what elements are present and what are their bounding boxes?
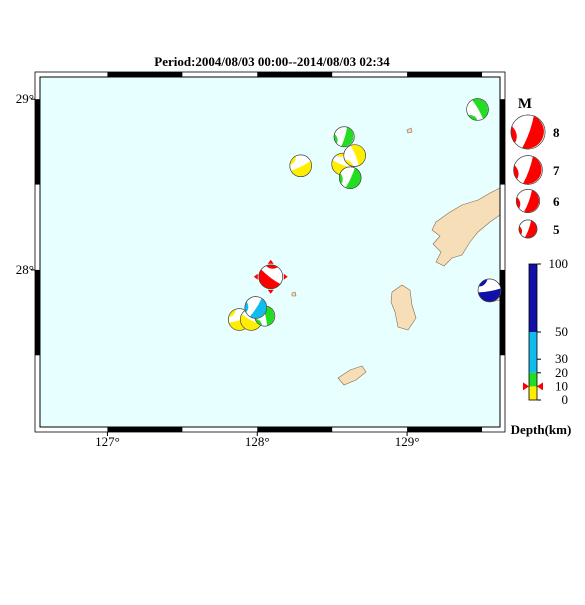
- beachball-quadrant: [258, 264, 281, 289]
- beachball-outline: [338, 166, 362, 189]
- beachball-outline: [513, 155, 543, 185]
- legend-label: 8: [553, 125, 560, 140]
- mainshock-marker: [267, 289, 274, 294]
- earthquake: [289, 154, 312, 177]
- legend-ball: [513, 155, 543, 185]
- legend-label: 6: [553, 194, 560, 209]
- land: [291, 127, 501, 386]
- legend-label: 5: [553, 222, 560, 237]
- beachball-quadrant: [518, 220, 537, 238]
- depth-marker: [523, 382, 529, 391]
- beachball-quadrant: [254, 306, 275, 326]
- beachball-outline: [258, 264, 284, 290]
- depth-marker: [537, 382, 543, 391]
- mainshock-marker: [267, 259, 274, 264]
- depth-tick-label: 100: [549, 256, 569, 271]
- frame-band: [257, 72, 333, 77]
- legend-ball: [510, 114, 546, 150]
- legend: 8 7 6 5: [510, 114, 560, 239]
- beachball-quadrant: [510, 116, 544, 149]
- frame-band: [257, 427, 333, 432]
- depth-band: [529, 264, 537, 332]
- depth-tick-label: 50: [555, 324, 568, 339]
- earthquake: [338, 166, 362, 189]
- earthquake: [343, 144, 366, 167]
- depth-band: [529, 386, 537, 400]
- beachball-quadrant: [240, 308, 261, 331]
- legend-label: 7: [553, 163, 560, 178]
- sea: [40, 77, 500, 427]
- depth-tick-label: 0: [562, 392, 569, 407]
- earthquake: [258, 264, 284, 290]
- beachball-outline: [510, 114, 546, 150]
- frame-band: [500, 269, 505, 356]
- lat-tick-label: 28°: [16, 262, 34, 277]
- depth-band: [529, 372, 537, 387]
- beachball-outline: [466, 98, 489, 121]
- beachball-outline: [515, 188, 541, 214]
- mainshock-marker: [253, 273, 258, 280]
- lon-tick-label: 127°: [95, 434, 120, 449]
- beachball-outline: [289, 154, 312, 177]
- depth-label: Depth(km): [511, 422, 572, 437]
- beachball-outline: [477, 278, 502, 303]
- beachball-quadrant: [339, 167, 362, 189]
- frame-band: [407, 72, 483, 77]
- frame-band: [500, 99, 505, 185]
- frame-outline: [34, 71, 506, 433]
- title: Period:2004/08/03 00:00--2014/08/03 02:3…: [154, 54, 390, 69]
- frame-band: [407, 427, 483, 432]
- earthquake: [466, 98, 489, 121]
- beachball-quadrant: [478, 279, 501, 302]
- legend-ball: [515, 188, 541, 214]
- beachball-quadrant: [513, 156, 542, 185]
- beachball-quadrant: [334, 127, 354, 147]
- beachball-quadrant: [516, 190, 540, 213]
- earthquake: [333, 126, 355, 148]
- legend-ball: [518, 219, 538, 239]
- beachball-outline: [518, 219, 538, 239]
- depth-band: [529, 332, 537, 373]
- lon-tick-label: 129°: [395, 434, 420, 449]
- depth-tick-label: 30: [555, 351, 568, 366]
- lat-tick-label: 29°: [16, 91, 34, 106]
- earthquake: [477, 278, 502, 303]
- beachball-quadrant: [244, 298, 267, 319]
- frame-band: [35, 99, 40, 185]
- frame-band: [107, 427, 183, 432]
- beachball-quadrant: [344, 144, 366, 167]
- depth-tick-label: 20: [555, 365, 568, 380]
- earthquake: [244, 296, 267, 319]
- frame-band: [107, 72, 183, 77]
- frame-band: [35, 269, 40, 356]
- depth-tick-label: 10: [555, 378, 568, 393]
- events: [228, 98, 502, 331]
- beachball-outline: [333, 126, 355, 148]
- beachball-outline: [343, 144, 366, 167]
- beachball-quadrant: [468, 98, 489, 121]
- legend-title: M: [518, 96, 532, 112]
- beachball-outline: [244, 296, 267, 319]
- lon-tick-label: 128°: [245, 434, 270, 449]
- beachball-quadrant: [289, 156, 312, 177]
- map-frame: 127° 128° 129° 28° 29°: [16, 71, 506, 449]
- mainshock-marker: [283, 273, 288, 280]
